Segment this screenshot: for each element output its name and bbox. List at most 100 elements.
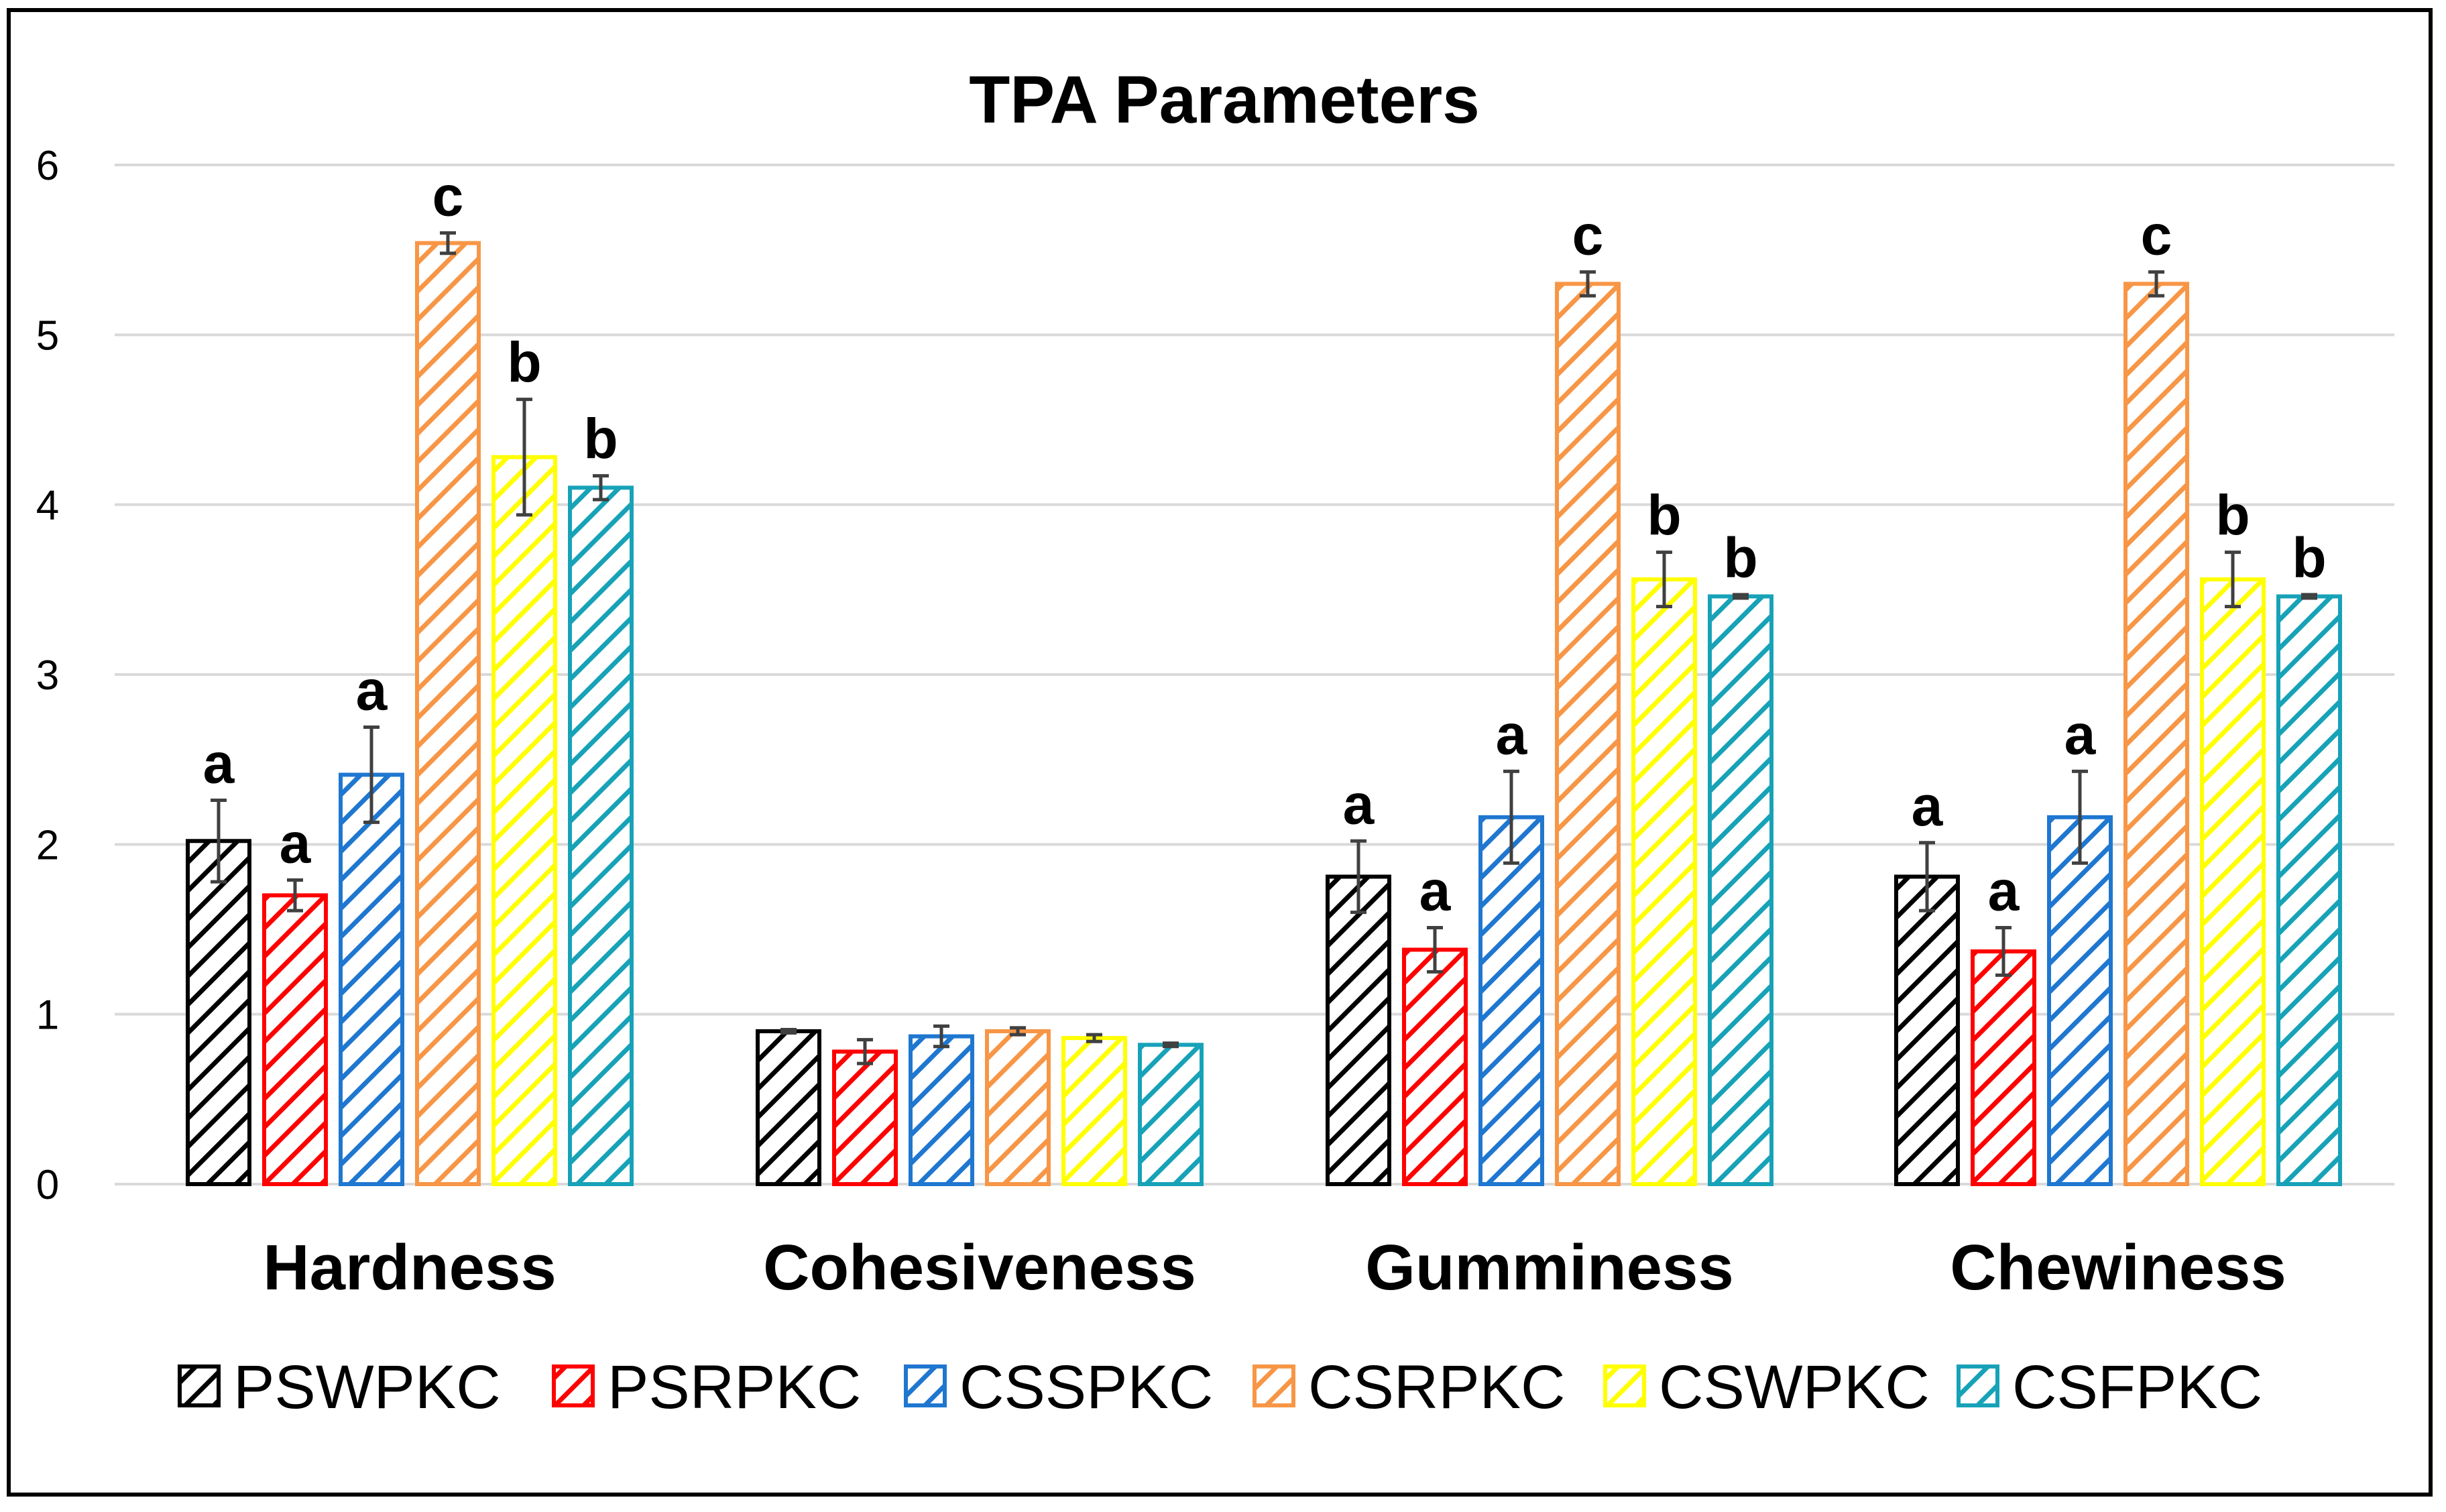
x-axis-categories: Hardness Cohesiveness Gumminess Chewiness: [263, 1232, 2286, 1303]
legend-label-csrpkc: CSRPKC: [1308, 1353, 1565, 1421]
y-axis-ticks: 0 1 2 3 4 5 6: [36, 143, 59, 1208]
error-bar-psrpkc-cohesiveness: [857, 1038, 873, 1065]
bars: [186, 241, 2342, 1187]
error-bar-csfpkc-hardness: [593, 474, 609, 502]
bar-psrpkc-cohesiveness: [832, 1049, 898, 1187]
bar-pswpkc-cohesiveness: [756, 1029, 821, 1186]
y-tick-label-0: 0: [36, 1162, 59, 1208]
error-bar-csrpkc-chewiness: [2148, 270, 2164, 298]
legend-swatch-csrpkc: [1253, 1364, 1295, 1407]
legend-swatch-pswpkc: [178, 1364, 221, 1407]
error-bar-cswpkc-gumminess: [1656, 550, 1672, 609]
error-bar-pswpkc-gumminess: [1350, 839, 1366, 915]
legend-swatch-csfpkc: [1957, 1364, 1999, 1407]
y-tick-label-4: 4: [36, 483, 59, 529]
significance-label-pswpkc-hardness: a: [203, 732, 235, 795]
bar-psrpkc-hardness: [262, 893, 328, 1187]
significance-label-csfpkc-gumminess: b: [1723, 526, 1757, 589]
legend-item-psrpkc: PSRPKC: [552, 1353, 861, 1421]
legend-item-csrpkc: CSRPKC: [1253, 1353, 1565, 1421]
category-label-gumminess: Gumminess: [1365, 1232, 1734, 1303]
significance-label-pswpkc-chewiness: a: [1912, 774, 1944, 837]
error-bar-psrpkc-hardness: [287, 878, 303, 913]
bar-cswpkc-hardness: [491, 455, 557, 1187]
legend-item-pswpkc: PSWPKC: [178, 1353, 501, 1421]
category-label-hardness: Hardness: [263, 1232, 557, 1303]
legend-item-csfpkc: CSFPKC: [1957, 1353, 2262, 1421]
significance-label-csrpkc-gumminess: c: [1572, 204, 1604, 267]
error-bar-csfpkc-gumminess: [1733, 593, 1749, 600]
bar-csspkc-cohesiveness: [909, 1034, 974, 1186]
legend-swatch-psrpkc: [552, 1364, 595, 1407]
significance-label-pswpkc-gumminess: a: [1343, 772, 1375, 835]
y-tick-label-1: 1: [36, 992, 59, 1039]
legend-swatch-cswpkc: [1603, 1364, 1646, 1407]
error-bar-cswpkc-cohesiveness: [1086, 1033, 1102, 1043]
error-bar-pswpkc-chewiness: [1919, 841, 1935, 913]
legend-swatch-csspkc: [904, 1364, 947, 1407]
error-bar-psrpkc-chewiness: [1995, 925, 2012, 977]
y-tick-label-5: 5: [36, 312, 59, 359]
significance-label-csrpkc-chewiness: c: [2141, 204, 2172, 267]
legend-item-csspkc: CSSPKC: [904, 1353, 1213, 1421]
chart-title: TPA Parameters: [969, 62, 1479, 137]
legend-label-cswpkc: CSWPKC: [1659, 1353, 1930, 1421]
bar-cswpkc-cohesiveness: [1061, 1036, 1127, 1186]
bar-psrpkc-chewiness: [1971, 949, 2036, 1187]
bar-csfpkc-chewiness: [2276, 594, 2342, 1186]
bar-csfpkc-gumminess: [1708, 594, 1773, 1186]
y-tick-label-2: 2: [36, 822, 59, 868]
significance-label-csfpkc-hardness: b: [583, 408, 618, 471]
category-label-chewiness: Chewiness: [1950, 1232, 2286, 1303]
error-bar-csspkc-gumminess: [1503, 769, 1519, 865]
bar-csrpkc-gumminess: [1555, 282, 1621, 1186]
significance-label-cswpkc-chewiness: b: [2215, 484, 2250, 547]
error-bar-cswpkc-hardness: [516, 398, 532, 517]
significance-label-psrpkc-chewiness: a: [1988, 859, 2020, 922]
bar-csspkc-gumminess: [1478, 815, 1544, 1187]
significance-label-csspkc-hardness: a: [356, 659, 388, 722]
y-tick-label-3: 3: [36, 652, 59, 699]
bar-csrpkc-hardness: [415, 241, 481, 1186]
error-bars: [211, 231, 2317, 1065]
error-bar-pswpkc-hardness: [211, 798, 227, 884]
significance-label-csfpkc-chewiness: b: [2292, 526, 2326, 589]
bar-csspkc-chewiness: [2047, 815, 2113, 1187]
error-bar-csrpkc-hardness: [440, 231, 456, 255]
y-tick-label-6: 6: [36, 143, 59, 189]
bar-csrpkc-cohesiveness: [985, 1029, 1051, 1186]
bar-pswpkc-chewiness: [1894, 874, 1960, 1186]
significance-label-csspkc-gumminess: a: [1496, 703, 1528, 766]
significance-label-cswpkc-hardness: b: [507, 331, 541, 394]
bar-csfpkc-cohesiveness: [1138, 1043, 1204, 1187]
legend-label-csspkc: CSSPKC: [959, 1353, 1213, 1421]
significance-label-csspkc-chewiness: a: [2064, 703, 2097, 766]
category-label-cohesiveness: Cohesiveness: [763, 1232, 1196, 1303]
bar-psrpkc-gumminess: [1402, 947, 1468, 1187]
error-bar-csfpkc-cohesiveness: [1163, 1041, 1179, 1049]
error-bar-csrpkc-cohesiveness: [1010, 1026, 1026, 1037]
error-bar-pswpkc-cohesiveness: [780, 1027, 797, 1035]
bar-csrpkc-chewiness: [2123, 282, 2189, 1186]
error-bar-csfpkc-chewiness: [2301, 593, 2317, 600]
significance-label-psrpkc-gumminess: a: [1419, 859, 1452, 922]
legend: PSWPKC PSRPKC CSSPKC CSRPKC CSWPKC CSFPKC: [178, 1353, 2262, 1421]
error-bar-cswpkc-chewiness: [2225, 550, 2241, 609]
bar-csfpkc-hardness: [568, 485, 634, 1186]
legend-label-psrpkc: PSRPKC: [607, 1353, 861, 1421]
error-bar-csrpkc-gumminess: [1580, 270, 1596, 298]
legend-label-csfpkc: CSFPKC: [2012, 1353, 2262, 1421]
error-bar-csspkc-hardness: [363, 725, 380, 824]
significance-label-csrpkc-hardness: c: [432, 164, 464, 227]
bar-csspkc-hardness: [339, 772, 404, 1186]
significance-label-psrpkc-hardness: a: [280, 812, 312, 875]
error-bar-csspkc-cohesiveness: [933, 1024, 949, 1049]
bar-cswpkc-gumminess: [1631, 577, 1697, 1186]
significance-label-cswpkc-gumminess: b: [1647, 484, 1681, 547]
bar-pswpkc-gumminess: [1326, 874, 1391, 1186]
error-bar-psrpkc-gumminess: [1427, 925, 1443, 974]
bar-pswpkc-hardness: [186, 839, 251, 1187]
legend-label-pswpkc: PSWPKC: [233, 1353, 501, 1421]
